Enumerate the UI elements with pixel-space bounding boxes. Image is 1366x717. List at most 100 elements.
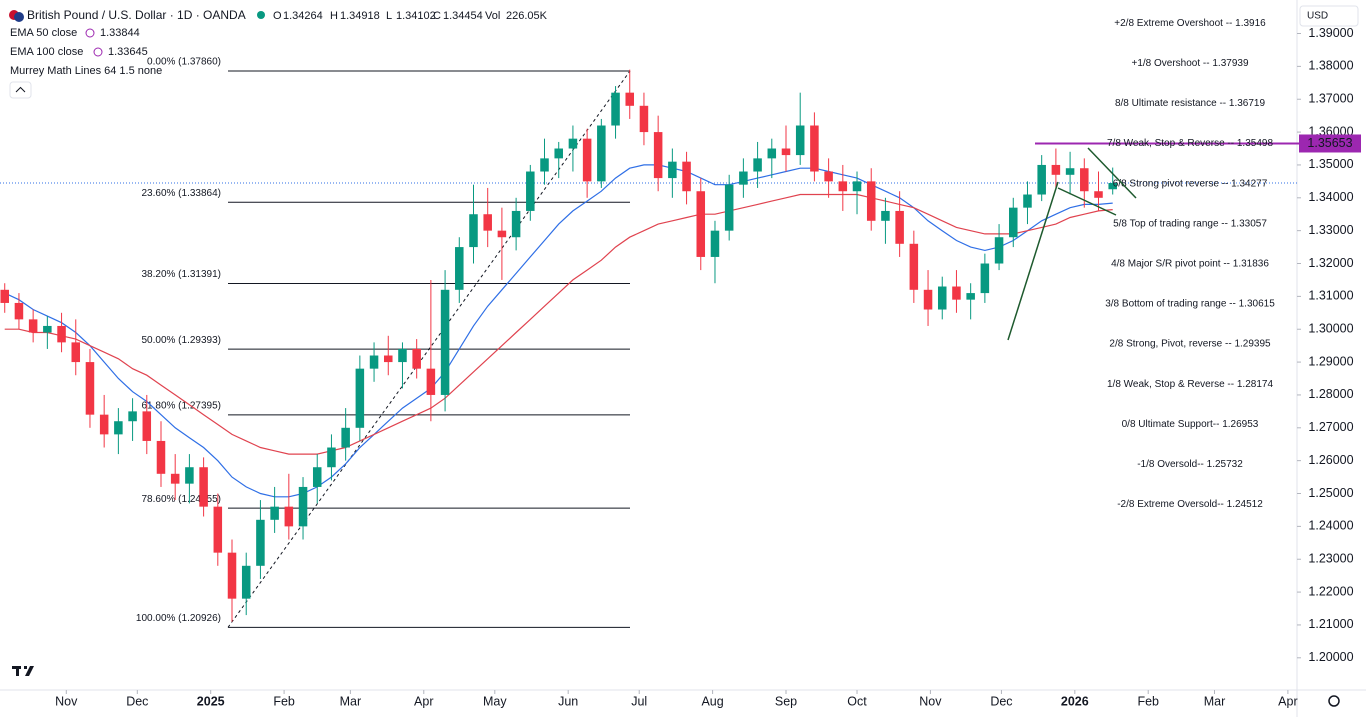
candle-body	[128, 411, 137, 422]
y-tick-label: 1.25000	[1308, 486, 1353, 500]
y-tick-label: 1.35000	[1308, 157, 1353, 171]
x-tick-label: 2025	[197, 694, 225, 708]
candle-body	[795, 125, 805, 156]
candle-body	[412, 348, 421, 369]
candle-body	[696, 191, 706, 257]
candle-body	[57, 325, 66, 343]
x-tick-label: Mar	[1204, 694, 1226, 708]
candle-body	[739, 171, 748, 185]
currency-box[interactable]	[1299, 5, 1359, 27]
y-tick-label: 1.29000	[1308, 354, 1353, 368]
y-tick-label: 1.39000	[1308, 26, 1353, 40]
candle-body	[1037, 164, 1046, 195]
candle-body	[625, 92, 635, 106]
y-tick-label: 1.27000	[1308, 420, 1353, 434]
candle-body	[43, 325, 52, 333]
candle-body	[838, 181, 848, 192]
candle-body	[114, 421, 123, 435]
y-tick-label: 1.26000	[1308, 453, 1353, 467]
ohlc-key: C	[433, 10, 441, 22]
candle-body	[384, 355, 393, 363]
y-tick-label: 1.24000	[1308, 519, 1353, 533]
murrey-label: 7/8 Weak, Stop & Reverse -- 1.35498	[1107, 138, 1273, 149]
candle-body	[639, 105, 649, 133]
candle-body	[440, 289, 450, 395]
candle-body	[85, 362, 95, 415]
candle-body	[0, 289, 9, 303]
candle-body	[156, 440, 166, 474]
price-tag-label: 1.35653	[1307, 136, 1352, 150]
volume-value: 226.05K	[506, 10, 548, 22]
legend-icon	[93, 47, 103, 57]
candle-body	[142, 411, 152, 441]
x-tick-label: Feb	[273, 694, 295, 708]
ohlc-key: H	[330, 10, 338, 22]
x-tick-label: Oct	[847, 694, 867, 708]
candle-body	[1009, 207, 1018, 238]
fib-label: 0.00% (1.37860)	[147, 57, 221, 68]
candle-body	[753, 158, 762, 172]
murrey-label: 8/8 Ultimate resistance -- 1.36719	[1115, 98, 1266, 109]
settings-icon[interactable]	[1328, 695, 1340, 707]
candle-body	[14, 302, 24, 320]
ohlc-value: 1.34102	[396, 10, 436, 22]
volume-key: Vol	[485, 10, 500, 22]
murrey-label: 5/8 Top of trading range -- 1.33057	[1113, 218, 1267, 229]
x-tick-label: Sep	[775, 694, 797, 708]
x-tick-label: Jun	[558, 694, 578, 708]
x-tick-label: Dec	[990, 694, 1012, 708]
murrey-label: -1/8 Oversold-- 1.25732	[1137, 459, 1243, 470]
candle-body	[298, 486, 308, 527]
collapse-button[interactable]	[9, 81, 32, 99]
fib-label: 23.60% (1.33864)	[141, 188, 221, 199]
x-tick-label: Apr	[414, 694, 433, 708]
candle-body	[455, 247, 464, 290]
y-tick-label: 1.38000	[1308, 59, 1353, 73]
logo	[12, 666, 34, 676]
candle-body	[994, 237, 1004, 264]
fib-label: 100.00% (1.20926)	[136, 613, 221, 624]
candle-body	[469, 214, 478, 248]
candle-body	[724, 184, 734, 231]
candle-body	[937, 286, 947, 310]
murrey-label: +2/8 Extreme Overshoot -- 1.3916	[1114, 18, 1266, 29]
murrey-label: 2/8 Strong, Pivot, reverse -- 1.29395	[1109, 339, 1271, 350]
candle-body	[369, 355, 379, 369]
candle-body	[682, 161, 691, 192]
indicator-label: Murrey Math Lines 64 1.5 none	[10, 65, 162, 77]
murrey-label: 3/8 Bottom of trading range -- 1.30615	[1105, 299, 1275, 310]
candle-body	[199, 467, 208, 507]
candle-body	[312, 467, 322, 487]
legend-icon	[85, 28, 95, 38]
murrey-label: 6/8 Strong pivot reverse -- 1.34277	[1113, 178, 1268, 189]
pennant-line	[1057, 187, 1117, 216]
currency: USD	[1307, 11, 1328, 22]
x-tick-label: 2026	[1061, 694, 1089, 708]
candle-body	[668, 161, 677, 179]
murrey-label: 4/8 Major S/R pivot point -- 1.31836	[1111, 259, 1269, 270]
candle-body	[952, 286, 961, 300]
trend-line	[1007, 181, 1059, 341]
candle-body	[426, 368, 436, 395]
x-tick-label: Aug	[701, 694, 723, 708]
ohlc-key: L	[386, 10, 392, 22]
y-tick-label: 1.22000	[1308, 584, 1353, 598]
candle-body	[398, 348, 407, 363]
fib-label: 61.80% (1.27395)	[141, 400, 221, 411]
layers: 1.390001.380001.370001.360001.350001.340…	[0, 18, 1361, 708]
candle-body	[781, 148, 791, 156]
symbol-icon	[14, 12, 24, 22]
y-tick-label: 1.28000	[1308, 387, 1353, 401]
candle-body	[909, 243, 919, 290]
candle-body	[170, 473, 180, 484]
candle-body	[1023, 194, 1032, 208]
candle-body	[284, 506, 294, 527]
y-tick-label: 1.37000	[1308, 92, 1353, 106]
candle-body	[213, 506, 223, 553]
ema-line	[4, 193, 1113, 455]
candle-body	[824, 171, 833, 182]
candle-body	[554, 148, 563, 159]
candle-body	[980, 263, 990, 294]
